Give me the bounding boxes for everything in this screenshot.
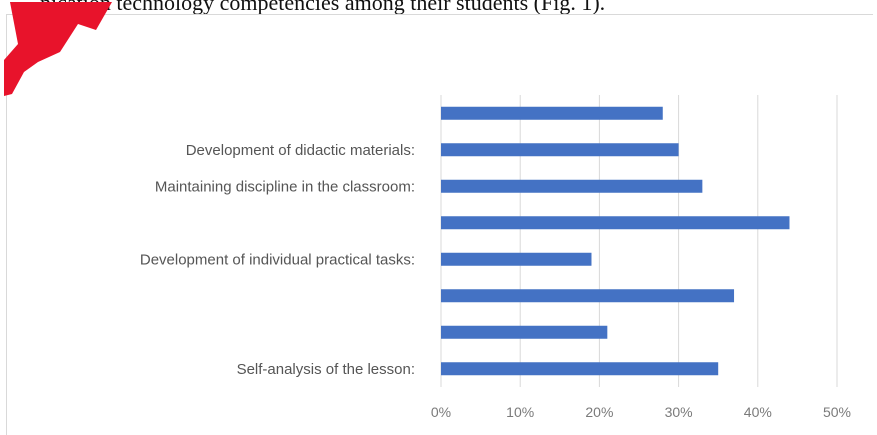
bar bbox=[441, 289, 735, 303]
category-label: Self-analysis of the lesson: bbox=[237, 361, 415, 378]
bar bbox=[441, 179, 703, 193]
chart-frame bbox=[6, 14, 873, 435]
category-label: Maintaining discipline in the classroom: bbox=[155, 178, 415, 195]
x-tick-label: 30% bbox=[665, 404, 693, 420]
x-tick-label: 0% bbox=[431, 404, 451, 420]
bar bbox=[441, 325, 608, 339]
gridlines bbox=[440, 95, 838, 387]
x-tick-label: 40% bbox=[744, 404, 772, 420]
bar bbox=[441, 106, 663, 120]
category-labels: Development of didactic materials: Mainta… bbox=[140, 142, 415, 378]
caption-text: nication technology competencies among t… bbox=[40, 0, 606, 15]
x-tick-label: 20% bbox=[585, 404, 613, 420]
bars bbox=[441, 106, 790, 376]
x-tick-label: 50% bbox=[823, 404, 851, 420]
bar bbox=[441, 216, 790, 230]
x-tick-label: 10% bbox=[506, 404, 534, 420]
bar bbox=[441, 252, 592, 266]
x-tick-labels: 0% 10% 20% 30% 40% 50% bbox=[431, 404, 851, 420]
bar bbox=[441, 143, 679, 157]
bar bbox=[441, 362, 719, 376]
category-label: Development of didactic materials: bbox=[186, 142, 415, 159]
category-label: Development of individual practical task… bbox=[140, 251, 415, 268]
